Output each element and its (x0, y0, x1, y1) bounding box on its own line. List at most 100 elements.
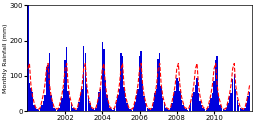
Bar (76, 108, 78, 111)
Bar (69, 98, 70, 111)
Bar (73, 109, 75, 111)
Bar (112, 110, 114, 111)
Bar (202, 108, 203, 111)
Bar (178, 91, 180, 111)
Bar (131, 110, 132, 111)
Bar (64, 60, 66, 111)
Bar (80, 95, 81, 111)
Bar (49, 53, 50, 111)
Bar (70, 103, 72, 111)
Bar (138, 56, 140, 111)
Bar (182, 105, 183, 111)
Bar (191, 96, 192, 111)
Bar (83, 46, 84, 111)
Bar (219, 105, 220, 111)
Bar (180, 100, 181, 111)
Bar (208, 103, 209, 111)
Bar (239, 108, 240, 111)
Bar (145, 103, 146, 111)
Bar (33, 105, 35, 111)
Bar (93, 110, 95, 111)
Bar (110, 109, 112, 111)
Bar (59, 103, 61, 111)
Bar (248, 92, 249, 111)
Bar (211, 93, 212, 111)
Bar (197, 93, 198, 111)
Bar (162, 98, 163, 111)
Bar (44, 95, 45, 111)
Bar (158, 53, 160, 111)
Bar (41, 105, 42, 111)
Bar (115, 102, 117, 111)
Bar (36, 109, 38, 111)
Bar (50, 95, 52, 111)
Bar (126, 103, 127, 111)
Bar (29, 83, 30, 111)
Bar (160, 86, 161, 111)
Bar (188, 108, 189, 111)
Bar (121, 56, 123, 111)
Bar (189, 103, 191, 111)
Bar (106, 95, 107, 111)
Bar (243, 108, 245, 111)
Bar (143, 96, 144, 111)
Bar (66, 47, 67, 111)
Bar (67, 91, 69, 111)
Bar (47, 65, 49, 111)
Bar (200, 105, 201, 111)
Bar (56, 110, 58, 111)
Bar (213, 81, 214, 111)
Bar (114, 108, 115, 111)
Bar (237, 105, 239, 111)
Bar (196, 78, 197, 111)
Bar (225, 108, 226, 111)
Bar (109, 108, 110, 111)
Bar (203, 109, 204, 111)
Bar (30, 88, 31, 111)
Bar (215, 56, 217, 111)
Bar (101, 42, 103, 111)
Bar (90, 108, 92, 111)
Bar (103, 49, 104, 111)
Bar (209, 98, 211, 111)
Bar (53, 108, 55, 111)
Bar (234, 89, 235, 111)
Bar (226, 103, 228, 111)
Bar (233, 74, 234, 111)
Bar (107, 103, 109, 111)
Bar (84, 53, 86, 111)
Bar (229, 93, 231, 111)
Bar (148, 109, 149, 111)
Bar (81, 89, 83, 111)
Bar (199, 101, 200, 111)
Bar (104, 80, 106, 111)
Bar (165, 108, 166, 111)
Bar (35, 108, 36, 111)
Bar (220, 108, 221, 111)
Bar (236, 100, 237, 111)
Bar (166, 109, 167, 111)
Bar (171, 103, 172, 111)
Bar (118, 89, 120, 111)
Bar (137, 89, 138, 111)
Bar (124, 98, 126, 111)
Bar (214, 60, 215, 111)
Bar (87, 98, 89, 111)
Bar (38, 110, 39, 111)
Bar (183, 108, 184, 111)
Bar (78, 102, 80, 111)
Bar (39, 108, 41, 111)
Bar (155, 89, 157, 111)
Bar (149, 110, 151, 111)
Bar (61, 98, 62, 111)
Bar (92, 109, 93, 111)
Bar (27, 5, 28, 111)
Bar (123, 87, 124, 111)
Bar (206, 108, 208, 111)
Bar (72, 108, 73, 111)
Bar (231, 79, 232, 111)
Bar (185, 109, 186, 111)
Bar (175, 78, 177, 111)
Bar (135, 95, 137, 111)
Bar (62, 89, 64, 111)
